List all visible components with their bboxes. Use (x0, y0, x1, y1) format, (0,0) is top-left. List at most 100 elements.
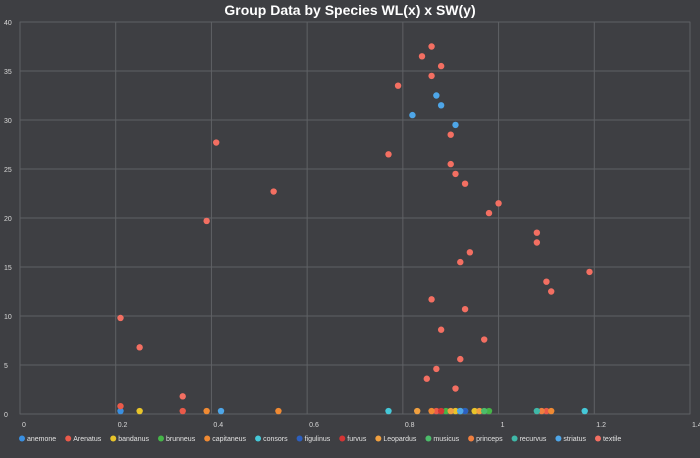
legend-label: figulinus (305, 436, 331, 443)
legend-item-anemone[interactable]: anemone (19, 435, 56, 444)
legend-label: textile (603, 436, 621, 443)
data-point-figulinus (461, 407, 469, 415)
legend-item-musicus[interactable]: musicus (425, 435, 460, 444)
legend-label: capitaneus (212, 436, 246, 443)
legend-marker (255, 435, 262, 442)
data-point-capitaneus (548, 407, 555, 415)
x-tick-label: 0.4 (213, 422, 223, 429)
y-tick-label: 5 (4, 363, 8, 370)
data-point-textile (457, 258, 464, 266)
legend-label: striatus (563, 436, 586, 443)
data-point-bandanus (136, 407, 143, 415)
data-point-textile (117, 314, 124, 322)
legend-label: musicus (433, 436, 459, 443)
x-tick-label: 0 (22, 422, 26, 429)
data-point-princeps (538, 407, 545, 415)
legend-label: Arenatus (73, 436, 102, 443)
x-tick-label: 0.6 (309, 422, 319, 429)
data-point-textile (586, 268, 593, 276)
data-point-leopardus (414, 407, 421, 415)
data-point-arenatus (433, 407, 440, 415)
data-point-brunneus (485, 407, 493, 415)
chart-title: Group Data by Species WL(x) x SW(y) (224, 2, 476, 18)
data-point-musicus (481, 407, 488, 415)
legend-item-consors[interactable]: consors (255, 435, 288, 444)
data-point-textile (533, 229, 541, 236)
data-point-bandanus (452, 407, 459, 415)
data-point-textile (481, 336, 488, 343)
data-point-textile (428, 296, 435, 303)
x-tick-label: 0.2 (118, 422, 128, 429)
legend-item-textile[interactable]: textile (594, 435, 621, 444)
data-point-capitaneus (275, 407, 282, 415)
data-point-textile (457, 355, 464, 363)
legend-item-arenatus[interactable]: Arenatus (65, 435, 102, 444)
data-point-textile (485, 209, 493, 217)
data-point-textile (433, 365, 440, 373)
data-point-consors (385, 407, 392, 415)
data-point-textile (461, 305, 469, 313)
legend-item-princeps[interactable]: princeps (468, 435, 503, 444)
y-tick-label: 25 (4, 167, 12, 174)
data-point-textile (452, 170, 459, 178)
x-tick-label: 1.2 (596, 422, 606, 429)
legend: anemone Arenatus bandanus brunneus capitaneu… (19, 435, 621, 444)
legend-label: consors (263, 436, 288, 443)
data-point-leopardus (447, 407, 454, 415)
legend-item-striatus[interactable]: striatus (555, 435, 586, 444)
data-point-textile (418, 53, 426, 60)
data-point-textile (179, 393, 186, 400)
data-point-recurvus (533, 407, 541, 415)
data-points (117, 43, 593, 415)
x-tick-label: 1 (501, 422, 505, 429)
data-point-textile (423, 375, 430, 382)
legend-marker (204, 435, 211, 442)
data-point-textile (447, 160, 454, 168)
legend-marker (555, 435, 562, 442)
y-tick-label: 35 (4, 69, 12, 76)
legend-item-furvus[interactable]: furvus (339, 435, 367, 444)
data-point-arenatus (543, 407, 550, 415)
y-tick-label: 20 (4, 216, 12, 223)
legend-label: Leopardus (383, 436, 417, 443)
legend-label: furvus (347, 436, 367, 443)
legend-item-brunneus[interactable]: brunneus (158, 435, 196, 444)
data-point-capitaneus (428, 407, 435, 415)
legend-marker (468, 435, 475, 442)
data-point-textile (461, 180, 469, 187)
legend-marker (594, 435, 601, 442)
data-point-brunneus (442, 407, 450, 415)
y-tick-label: 30 (4, 118, 12, 125)
legend-item-recurvus[interactable]: recurvus (511, 435, 547, 444)
data-point-textile (385, 151, 392, 158)
axis-ticks: 0 0.2 0.4 0.6 0.8 1 1.2 1.4 0 5 10 15 20 25 30 35 40 (4, 20, 700, 429)
data-point-textile (437, 326, 445, 333)
y-tick-label: 15 (4, 265, 12, 272)
legend-marker (511, 435, 518, 442)
data-point-textile (394, 82, 402, 89)
data-point-textile (270, 188, 277, 195)
y-tick-label: 10 (4, 314, 12, 321)
data-point-textile (136, 344, 143, 351)
data-point-striatus (457, 407, 464, 415)
legend-marker (339, 435, 346, 442)
data-point-textile (428, 43, 435, 50)
data-point-bandanus (471, 407, 478, 415)
legend-item-capitaneus[interactable]: capitaneus (204, 435, 247, 444)
data-point-textile (437, 62, 445, 70)
legend-marker (296, 435, 303, 442)
data-point-striatus (217, 407, 225, 415)
legend-marker (158, 435, 164, 442)
data-point-leopardus (476, 407, 483, 415)
legend-item-leopardus[interactable]: Leopardus (375, 435, 417, 444)
legend-label: anemone (27, 436, 56, 443)
legend-item-bandanus[interactable]: bandanus (110, 435, 149, 444)
data-point-arenatus (117, 402, 124, 410)
legend-marker (19, 435, 25, 442)
legend-label: bandanus (118, 436, 149, 443)
data-point-textile (452, 385, 459, 392)
data-point-striatus (409, 111, 416, 119)
legend-item-figulinus[interactable]: figulinus (296, 435, 331, 444)
